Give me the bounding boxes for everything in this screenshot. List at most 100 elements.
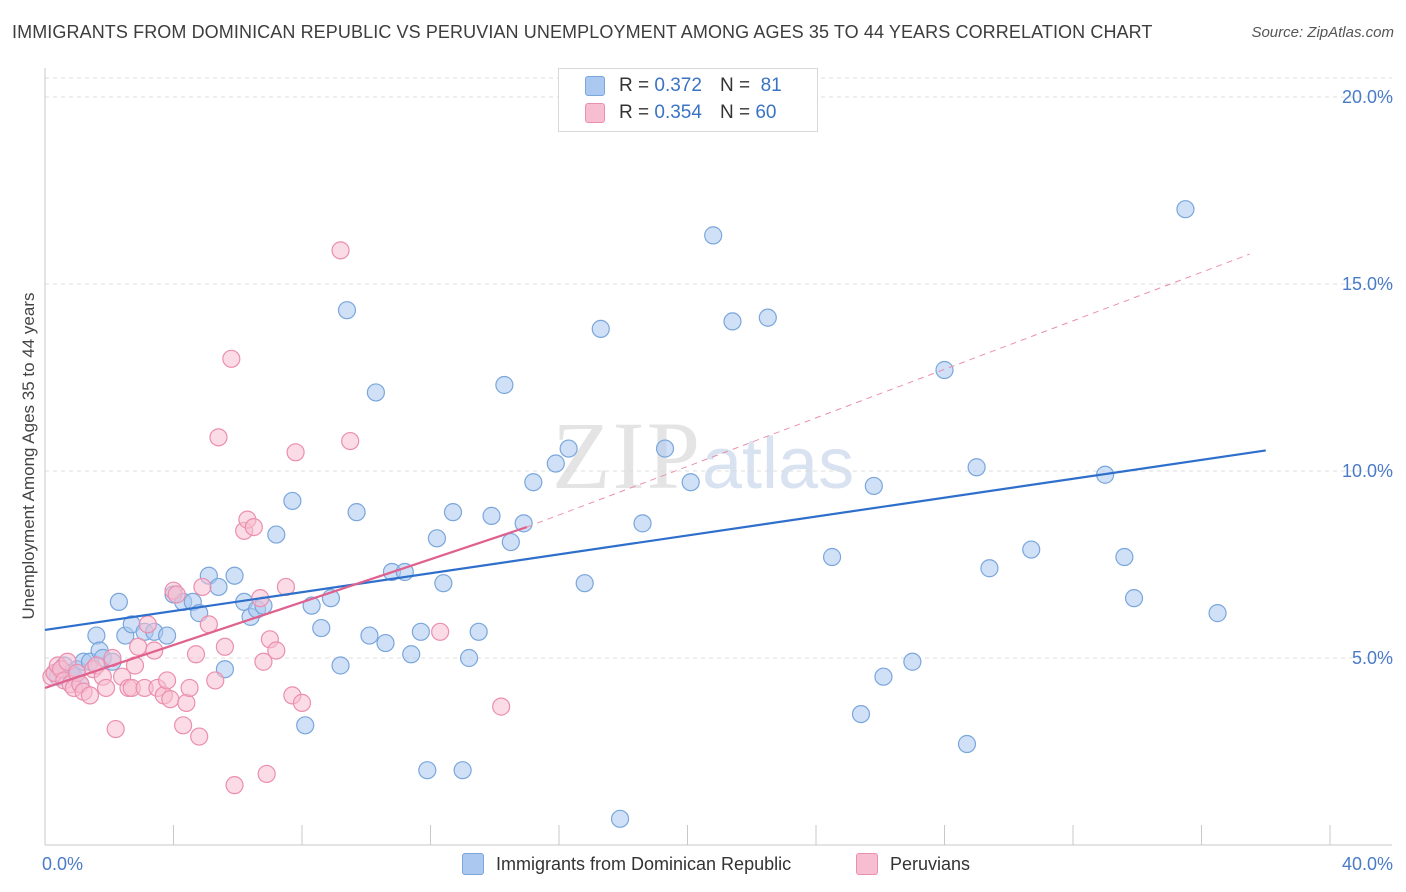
- watermark-zip: ZIP: [552, 402, 702, 509]
- bottom-legend-swatch-blue: [462, 853, 484, 875]
- data-point: [209, 428, 228, 447]
- y-tick-label: 10.0%: [1342, 461, 1393, 481]
- data-point: [225, 776, 244, 795]
- series-dominican-republic: [45, 200, 1227, 828]
- data-point: [874, 667, 893, 686]
- data-point: [161, 690, 180, 709]
- chart-title: IMMIGRANTS FROM DOMINICAN REPUBLIC VS PE…: [12, 22, 1153, 42]
- data-point: [704, 226, 723, 245]
- data-point: [222, 349, 241, 368]
- legend-swatch-blue: [585, 76, 605, 96]
- data-point: [546, 454, 565, 473]
- data-point: [225, 566, 244, 585]
- data-point: [758, 308, 777, 327]
- legend-n-label: N =: [719, 75, 751, 96]
- data-point: [366, 383, 385, 402]
- legend-n-label: N =: [719, 102, 751, 123]
- legend-n-value: 60: [755, 102, 777, 123]
- x-tick-label: 40.0%: [1342, 854, 1393, 874]
- data-point: [186, 645, 206, 664]
- data-point: [524, 473, 543, 492]
- data-point: [864, 476, 883, 496]
- legend-row-dominican-republic: R = 0.372 N = 81: [585, 73, 782, 99]
- data-point: [138, 615, 157, 634]
- data-point: [1176, 200, 1195, 219]
- legend-r-value: 0.372: [654, 75, 702, 96]
- data-point: [514, 514, 533, 533]
- data-point: [177, 693, 196, 712]
- legend-swatch-pink: [585, 103, 605, 123]
- data-point: [193, 577, 212, 597]
- bottom-legend-label: Peruvians: [890, 853, 971, 874]
- data-point: [851, 704, 871, 724]
- watermark-atlas: atlas: [702, 424, 855, 504]
- data-point: [681, 473, 700, 492]
- trend-line-peruvians: [44, 526, 528, 689]
- y-tick-label: 20.0%: [1342, 87, 1393, 107]
- data-point: [633, 514, 652, 533]
- legend-r-value: 0.354: [654, 102, 702, 123]
- data-point: [610, 809, 630, 828]
- data-point: [106, 719, 125, 739]
- data-point: [96, 678, 116, 698]
- data-point: [1124, 589, 1144, 608]
- data-point: [157, 626, 177, 645]
- y-tick-label: 5.0%: [1352, 648, 1393, 668]
- data-point: [434, 574, 453, 593]
- data-point: [1115, 547, 1134, 567]
- tick-labels: 5.0% 10.0% 15.0% 20.0% 0.0% 40.0%: [42, 87, 1393, 874]
- data-point: [167, 585, 186, 604]
- data-point: [453, 761, 472, 780]
- data-point: [109, 592, 128, 612]
- data-point: [957, 734, 977, 754]
- data-point: [1022, 540, 1041, 559]
- data-point: [292, 693, 312, 712]
- x-tick-label: 0.0%: [42, 854, 83, 874]
- data-point: [427, 529, 447, 548]
- data-point: [822, 547, 842, 567]
- data-point: [267, 525, 286, 544]
- data-point: [215, 637, 234, 656]
- data-point: [296, 716, 315, 735]
- bottom-legend-peruvians: Peruvians: [856, 852, 970, 876]
- data-point: [254, 652, 273, 671]
- data-point: [209, 577, 228, 597]
- grid: [45, 77, 1392, 659]
- data-point: [180, 678, 199, 698]
- data-point: [903, 652, 922, 671]
- data-point: [190, 727, 209, 746]
- legend-n-value: 81: [760, 75, 782, 96]
- data-point: [469, 622, 488, 641]
- data-point: [591, 319, 610, 338]
- data-point: [655, 439, 675, 458]
- data-point: [443, 503, 463, 522]
- data-point: [331, 241, 350, 260]
- data-point: [376, 633, 395, 653]
- data-point: [80, 686, 100, 705]
- axes: [44, 68, 1392, 846]
- data-point: [267, 641, 286, 660]
- data-point: [575, 574, 594, 593]
- y-axis-label: Unemployment Among Ages 35 to 44 years: [19, 293, 38, 620]
- legend-r-label: R =: [619, 75, 650, 96]
- series-peruvians: [42, 241, 511, 795]
- data-point: [129, 637, 148, 656]
- data-point: [935, 360, 954, 380]
- data-point: [283, 491, 302, 511]
- data-point: [312, 618, 331, 638]
- data-point: [967, 458, 986, 477]
- chart-source: Source: ZipAtlas.com: [1251, 24, 1394, 41]
- data-point: [347, 503, 366, 522]
- data-point: [559, 439, 578, 458]
- trend-lines: [44, 253, 1266, 689]
- legend-r-label: R =: [619, 102, 650, 123]
- data-point: [431, 622, 450, 641]
- data-point: [501, 532, 520, 552]
- data-point: [286, 443, 305, 462]
- bottom-legend-swatch-pink: [856, 853, 878, 875]
- data-point: [1208, 604, 1227, 623]
- bottom-legend-label: Immigrants from Dominican Republic: [496, 853, 792, 874]
- data-point: [411, 622, 430, 641]
- data-point: [206, 671, 225, 690]
- data-point: [402, 645, 421, 664]
